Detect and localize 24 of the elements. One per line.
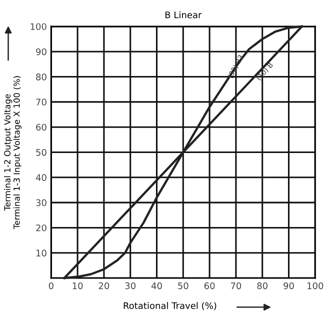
y-tick-label: 80 (36, 74, 46, 80)
x-tick-label: 0 (48, 282, 54, 290)
x-tick-label: 100 (308, 282, 324, 290)
x-tick-label: 60 (204, 282, 215, 290)
y-axis-title: Terminal 1-2 Output Voltage Terminal 1-3 Input Voltage X 100 (%) (4, 76, 22, 230)
y-tick-label: 90 (36, 48, 46, 56)
y-tick-label: 30 (36, 199, 46, 206)
x-tick-label: 80 (257, 282, 268, 290)
y-tick-label: 60 (36, 124, 46, 131)
y-tick-label: 50 (36, 148, 46, 156)
chart-title: B Linear (165, 11, 202, 18)
x-tick-label: 70 (230, 282, 242, 290)
y-tick-label: 20 (36, 224, 46, 232)
x-tick-label: 50 (178, 282, 188, 290)
x-tick-label: 90 (284, 282, 294, 290)
y-tick-label: 100 (30, 23, 46, 30)
x-tick-label: 20 (98, 282, 110, 290)
x-tick-label: 10 (72, 282, 83, 290)
x-tick-label: 30 (125, 282, 136, 290)
y-tick-label: 10 (36, 250, 46, 256)
y-tick-label: 70 (36, 98, 46, 106)
x-axis-title: Rotational Travel (%) (124, 302, 216, 310)
y-tick-label: 40 (36, 174, 46, 181)
x-tick-label: 40 (151, 282, 162, 290)
